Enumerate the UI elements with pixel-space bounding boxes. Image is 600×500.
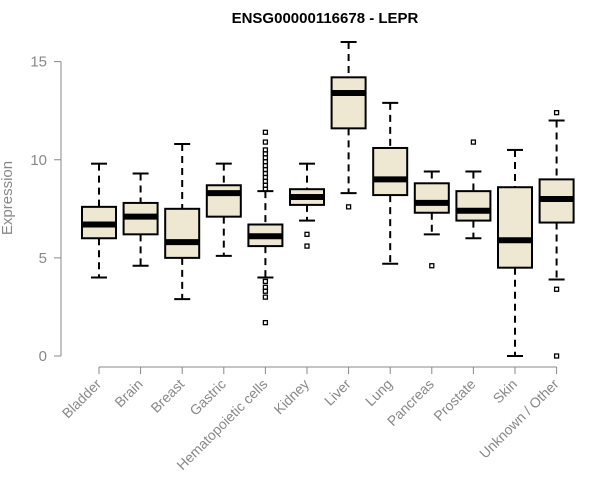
outlier-point <box>262 129 269 135</box>
x-tick-label: Unknown / Other <box>476 376 562 462</box>
y-tick-label: 10 <box>30 152 47 169</box>
y-tick-label: 0 <box>39 348 47 365</box>
box-group-breast <box>164 143 201 301</box>
box-rect <box>330 76 367 130</box>
outlier-point <box>262 319 269 326</box>
outlier-point <box>304 243 310 249</box>
y-axis-label: Expression <box>0 161 16 235</box>
outlier-point <box>262 278 269 285</box>
box-group-prostate <box>455 139 492 240</box>
box-group-lung <box>372 101 409 265</box>
outlier-point <box>262 139 269 145</box>
box-rect <box>497 186 533 269</box>
x-tick-label: Lung <box>362 376 395 409</box>
outlier-point <box>262 294 269 300</box>
outlier-point <box>470 139 477 145</box>
outlier-point <box>345 204 352 210</box>
outlier-point <box>304 231 310 237</box>
box-group-brain <box>122 172 159 267</box>
box-group-unknown-other <box>538 110 575 359</box>
outlier-point <box>553 286 560 292</box>
x-tick-label: Brain <box>111 376 145 410</box>
box-rect <box>455 190 492 222</box>
x-tick-label: Bladder <box>59 376 105 422</box>
box-group-gastric <box>205 162 242 257</box>
box-rect <box>205 184 242 218</box>
outlier-point <box>553 353 560 359</box>
box-group-hematopoietic-cells <box>247 129 284 326</box>
chart-title: ENSG00000116678 - LEPR <box>232 10 419 27</box>
box-rect <box>164 207 201 259</box>
box-group-bladder <box>81 162 117 279</box>
y-tick-label: 5 <box>39 250 47 267</box>
box-group-skin <box>497 148 533 357</box>
x-tick-label: Prostate <box>430 376 478 424</box>
x-tick-label: Kidney <box>271 376 313 418</box>
box-rect <box>413 182 450 214</box>
box-group-liver <box>330 41 367 210</box>
box-group-pancreas <box>413 170 450 269</box>
box-group-kidney <box>289 162 325 249</box>
outlier-point <box>262 288 269 294</box>
y-tick-label: 15 <box>30 54 47 71</box>
x-tick-label: Liver <box>321 376 354 409</box>
boxes <box>81 41 575 359</box>
x-tick-label: Skin <box>490 376 521 407</box>
x-tick-label: Breast <box>147 376 187 416</box>
outlier-point <box>429 263 435 269</box>
outlier-point <box>553 110 560 116</box>
outlier-point <box>262 186 269 192</box>
box-rect <box>372 146 409 197</box>
